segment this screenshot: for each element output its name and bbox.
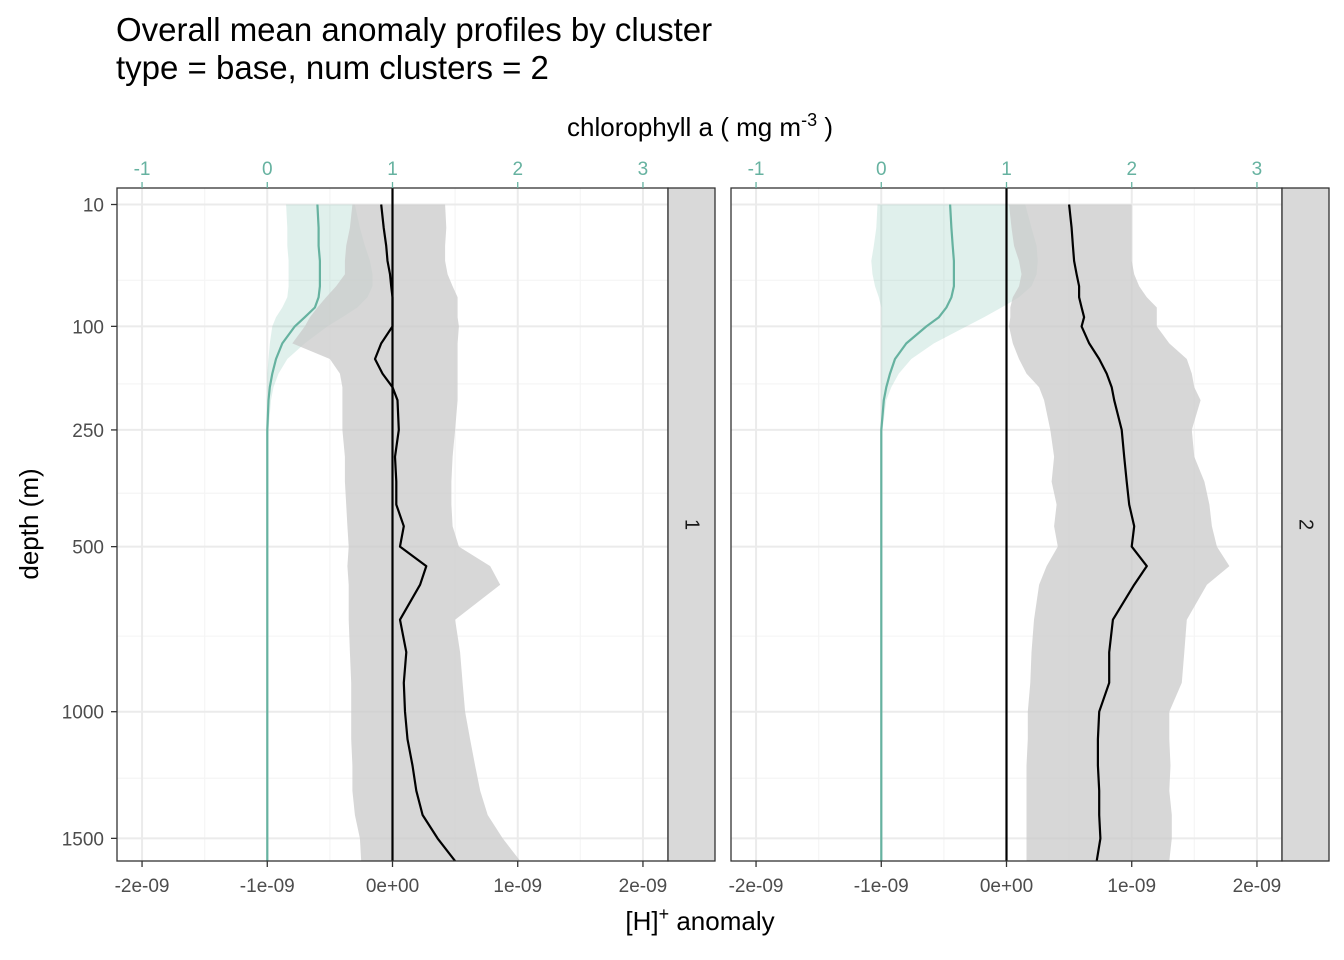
x-bottom-tick-label: 1e-09 [493, 876, 542, 897]
x-top-tick-label: -1 [134, 159, 151, 180]
facet-strip-label: 1 [681, 519, 703, 530]
h-anomaly-ribbon [292, 204, 521, 861]
chlorophyll-ribbon [871, 204, 1038, 430]
facet-strip [667, 187, 716, 862]
x-top-tick-label: 0 [262, 159, 273, 180]
x-top-tick-label: 3 [1252, 159, 1263, 180]
x-bottom-tick-label: 1e-09 [1107, 876, 1156, 897]
bottom-axis-title: [H]+ anomaly [625, 904, 774, 936]
top-axis-title: chlorophyll a ( mg m-3 ) [567, 110, 833, 142]
x-bottom-tick-label: 0e+00 [366, 876, 419, 897]
x-bottom-tick-label: -2e-09 [115, 876, 170, 897]
x-bottom-tick-label: -2e-09 [729, 876, 784, 897]
panel-content [871, 188, 1230, 861]
x-top-tick-label: 0 [876, 159, 887, 180]
x-bottom-tick-label: -1e-09 [854, 876, 909, 897]
chlorophyll-mean-line [266, 204, 321, 861]
panels: 1-2e-09 -1e-09 0e+00 1e-09 2e-09-1 0 1 2 3101002… [62, 159, 1330, 897]
h-anomaly-ribbon [1009, 204, 1230, 861]
facet-strip [1281, 187, 1330, 862]
h-anomaly-mean-line [373, 204, 456, 861]
y-axis-title: depth (m) [14, 468, 44, 579]
chlorophyll-mean-line [880, 204, 956, 861]
x-top-tick-label: 3 [638, 159, 649, 180]
x-bottom-tick-label: 0e+00 [980, 876, 1033, 897]
y-tick-label: 10 [83, 196, 104, 217]
x-bottom-tick-label: 2e-09 [1233, 876, 1282, 897]
x-top-tick-label: 1 [387, 159, 398, 180]
panel-2: 2 -2e-09 -1e-09 0e+00 1e-09 2e-09 -1 0 1 2 3 [729, 159, 1330, 897]
chart-title: Overall mean anomaly profiles by cluster [116, 11, 712, 48]
chart-subtitle: type = base, num clusters = 2 [116, 49, 549, 86]
x-top-tick-label: -1 [748, 159, 765, 180]
panel-1: 1 -2e-09 -1e-09 0e+00 1e-09 2e-09 -1 0 1 2 3 10 100 2… [62, 159, 716, 897]
x-top-tick-label: 1 [1001, 159, 1012, 180]
facet-strip-label: 2 [1295, 519, 1317, 530]
y-tick-label: 1500 [62, 829, 104, 850]
y-tick-label: 500 [72, 538, 104, 559]
y-tick-label: 1000 [62, 703, 104, 724]
x-top-tick-label: 2 [1126, 159, 1137, 180]
x-top-tick-label: 2 [512, 159, 523, 180]
y-tick-label: 100 [72, 317, 104, 338]
h-anomaly-mean-line [1068, 204, 1148, 861]
x-bottom-tick-label: -1e-09 [240, 876, 295, 897]
panel-content [266, 188, 521, 861]
x-bottom-tick-label: 2e-09 [619, 876, 668, 897]
y-tick-label: 250 [72, 421, 104, 442]
